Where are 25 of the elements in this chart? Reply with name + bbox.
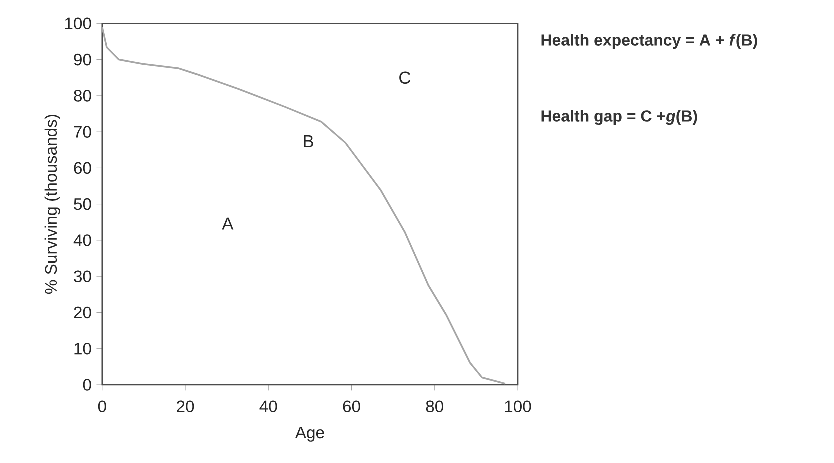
y-tick-label: 30	[74, 270, 92, 282]
y-tick-label: 10	[74, 342, 92, 355]
text: Health expectancy = A + f(B)	[542, 34, 758, 50]
x-tick-label: 0	[98, 400, 106, 413]
x-tick-label: 60	[343, 400, 360, 413]
y-tick-label: 0	[83, 379, 92, 391]
y-tick-label: 70	[74, 126, 92, 138]
line-series	[102, 26, 506, 385]
y-axis-title: % Surviving (thousands)	[44, 115, 60, 294]
y-tick-label: 40	[74, 234, 92, 246]
annotation: B	[304, 135, 314, 148]
x-tick-label: 20	[177, 400, 194, 413]
y-tick-label: 60	[74, 162, 92, 174]
x-tick-label: 40	[260, 400, 278, 413]
y-tick-label: 100	[65, 18, 92, 30]
annotation: A	[222, 218, 234, 230]
x-tick-label: 80	[426, 400, 444, 413]
text: Health gap = C +g(B)	[542, 110, 698, 126]
y-tick-label: 80	[74, 90, 92, 102]
y-tick-label: 90	[74, 54, 92, 66]
y-tick-label: 50	[74, 198, 92, 210]
y-tick-label: 20	[74, 306, 92, 319]
annotation: C	[400, 72, 411, 84]
x-tick-label: 100	[505, 400, 532, 413]
x-axis-title: Age	[295, 427, 324, 442]
